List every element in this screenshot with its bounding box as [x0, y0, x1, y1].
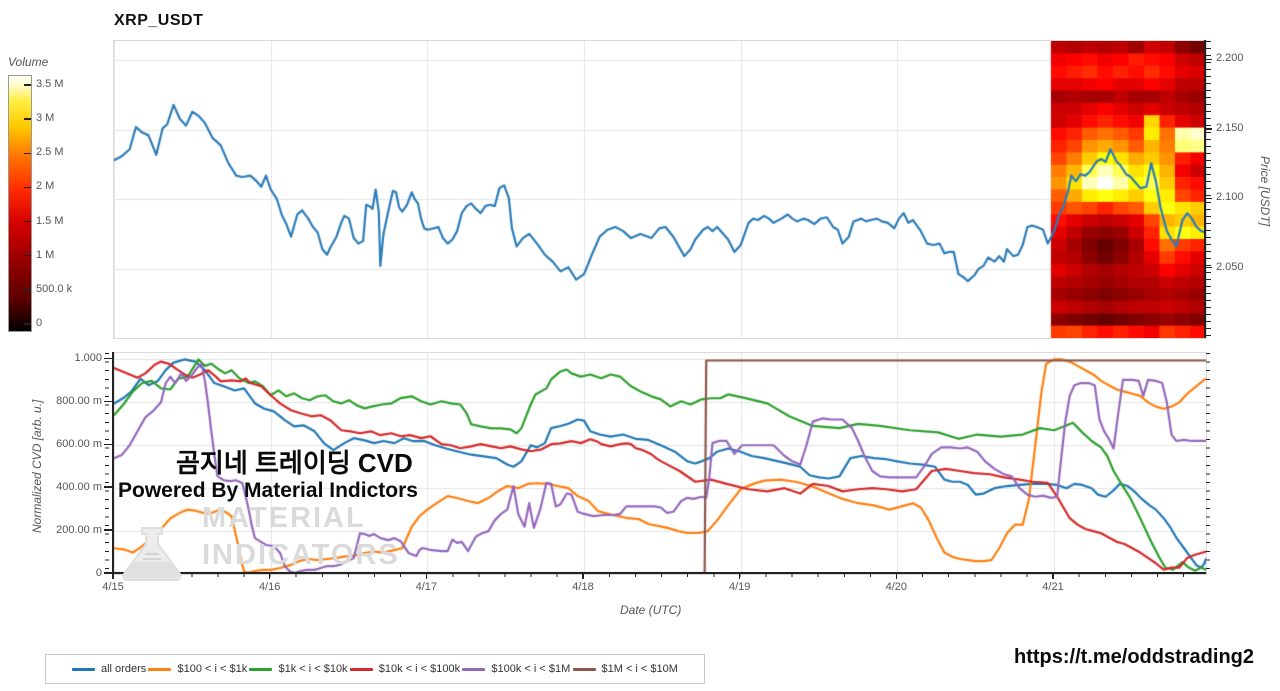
colorbar-tick-label: 3.5 M	[36, 78, 64, 90]
colorbar-tick-mark	[24, 289, 31, 291]
cvd-left-spine	[112, 352, 114, 574]
x-tick-mark	[895, 573, 898, 579]
x-tick-label: 4/21	[1042, 581, 1064, 593]
cvd-panel	[113, 352, 1207, 575]
legend-label: $1k < i < $10k	[278, 663, 348, 675]
cvd-tick-label: 200.00 m	[56, 523, 102, 536]
cvd-tick-mark	[104, 572, 113, 574]
logo-watermark-line1: MATERIAL	[202, 502, 366, 534]
x-tick-label: 4/17	[415, 581, 438, 593]
date-axis-label: Date (UTC)	[620, 603, 682, 617]
colorbar-tick-label: 0	[36, 316, 43, 329]
legend-label: all orders	[101, 663, 147, 675]
x-tick-label: 4/20	[885, 581, 908, 593]
price-tick-mark	[1204, 58, 1212, 61]
colorbar-tick-label: 2 M	[36, 180, 55, 193]
price-tick-mark	[1204, 128, 1212, 130]
price-chart-canvas	[114, 41, 1206, 338]
legend: all orders $100 < i < $1k $1k < i < $10k $1…	[45, 654, 705, 684]
x-tick-mark	[112, 573, 114, 579]
cvd-tick-mark	[104, 357, 113, 360]
x-tick-label: 4/19	[728, 581, 751, 593]
price-tick-label: 2.100	[1216, 191, 1244, 204]
legend-item: all orders	[72, 663, 146, 675]
telegram-url: https://t.me/oddstrading2	[1014, 646, 1254, 668]
legend-swatch	[462, 667, 486, 671]
x-tick-label: 4/18	[572, 581, 594, 593]
price-right-spine	[1204, 40, 1206, 338]
legend-label: $100k < i < $1M	[491, 663, 571, 675]
flask-icon	[112, 524, 192, 587]
price-axis-label: Price [USDT]	[1258, 156, 1272, 227]
x-axis-minor-ticks	[113, 574, 1205, 577]
colorbar-tick-mark	[24, 118, 31, 120]
legend-item: $100 < i < $1k	[148, 663, 247, 675]
cvd-right-minor-ticks	[1206, 353, 1210, 572]
legend-swatch	[572, 667, 596, 671]
x-tick-mark	[1052, 573, 1054, 579]
price-panel	[113, 40, 1207, 339]
colorbar-tick-mark	[24, 220, 31, 223]
x-tick-mark	[268, 573, 271, 579]
price-tick-label: 2.050	[1216, 260, 1244, 273]
logo-watermark-line2: INDICATORS	[202, 539, 400, 571]
x-tick-label: 4/16	[258, 581, 281, 593]
cvd-tick-mark	[104, 486, 113, 488]
volume-colorbar	[8, 75, 32, 332]
colorbar-tick-label: 2.5 M	[36, 146, 64, 159]
cvd-tick-mark	[104, 529, 113, 531]
page-title: XRP_USDT	[114, 12, 204, 29]
colorbar-tick-label: 1.5 M	[36, 214, 64, 227]
cvd-tick-label: 800.00 m	[56, 394, 102, 407]
legend-item: $10k < i < $100k	[349, 663, 461, 675]
cvd-tick-label: 400.00 m	[56, 480, 102, 493]
colorbar-tick-label: 500.0 k	[36, 282, 73, 295]
colorbar-tick-mark	[24, 255, 31, 257]
legend-label: $10k < i < $100k	[378, 663, 461, 675]
x-tick-mark	[738, 573, 741, 579]
colorbar-tick-mark	[24, 323, 31, 325]
colorbar-tick-mark	[24, 152, 31, 154]
cvd-tick-mark	[104, 400, 113, 403]
price-tick-label: 2.150	[1216, 121, 1244, 134]
x-tick-label: 4/15	[102, 581, 124, 593]
colorbar-tick-mark	[24, 186, 31, 189]
legend-label: $100 < i < $1k	[177, 663, 248, 675]
colorbar-tick-label: 1 M	[36, 248, 55, 261]
watermark-powered-by: Powered By Material Indictors	[118, 479, 418, 502]
price-tick-label: 2.200	[1216, 52, 1244, 65]
legend-swatch	[349, 667, 373, 671]
price-axis-minor-ticks	[1206, 41, 1211, 336]
colorbar-tick-label: 3 M	[36, 112, 55, 125]
legend-item: $1M < i < $10M	[572, 663, 678, 675]
x-tick-mark	[582, 573, 584, 579]
cvd-axis-minor-ticks	[105, 353, 109, 572]
cvd-axis-label: Normalized CVD [arb. u.]	[30, 399, 44, 533]
colorbar-tick-mark	[24, 84, 31, 86]
cvd-tick-mark	[104, 443, 113, 445]
watermark-korean: 곰지네 트레이딩 CVD	[176, 448, 413, 478]
price-tick-mark	[1204, 197, 1212, 199]
colorbar-label: Volume	[8, 55, 49, 69]
cvd-chart-canvas	[114, 353, 1206, 574]
legend-item: $1k < i < $10k	[249, 663, 348, 675]
cvd-tick-label: 0	[95, 566, 102, 579]
cvd-bottom-spine	[112, 572, 1206, 574]
cvd-tick-label: 600.00 m	[56, 437, 102, 450]
x-tick-mark	[425, 573, 428, 579]
price-tick-mark	[1204, 266, 1212, 269]
legend-swatch	[72, 667, 95, 671]
cvd-tick-label: 1.000	[74, 351, 102, 364]
legend-swatch	[148, 667, 172, 671]
legend-swatch	[249, 667, 273, 671]
legend-item: $100k < i < $1M	[462, 663, 570, 675]
legend-label: $1M < i < $10M	[601, 663, 678, 675]
